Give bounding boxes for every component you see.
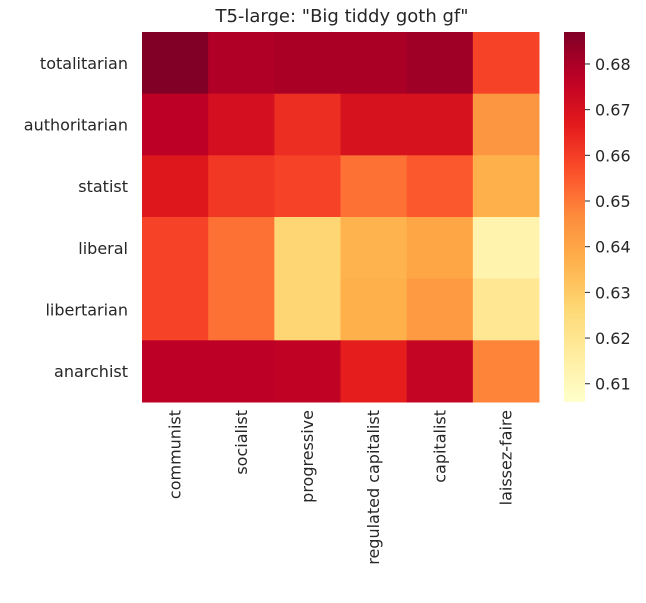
heatmap-cell [340, 32, 408, 95]
heatmap-cell [142, 217, 209, 280]
heatmap-cell [472, 155, 540, 218]
x-tick-label: laissez-faire [496, 410, 515, 505]
heatmap-cell [208, 93, 275, 156]
heatmap-cell [472, 32, 540, 95]
x-tick-label: socialist [232, 410, 251, 475]
colorbar-tick-label: 0.64 [595, 238, 631, 257]
heatmap-cell [340, 93, 408, 156]
heatmap-cell [406, 32, 474, 95]
x-tick-label: regulated capitalist [364, 410, 383, 565]
colorbar-tick-label: 0.62 [595, 329, 631, 348]
heatmap-cell [472, 93, 540, 156]
heatmap-cell [142, 93, 209, 156]
heatmap-cell [142, 32, 209, 95]
heatmap-cell [274, 217, 341, 280]
colorbar-tick-label: 0.63 [595, 283, 631, 302]
heatmap-cell [472, 217, 540, 280]
heatmap-cell [274, 155, 341, 218]
heatmap-cell [208, 278, 275, 341]
heatmap-cell [274, 32, 341, 95]
y-tick-label: statist [78, 177, 128, 196]
x-tick-label: capitalist [430, 410, 449, 483]
heatmap-cell [208, 32, 275, 95]
heatmap-cell [274, 93, 341, 156]
heatmap-cell [208, 340, 275, 403]
heatmap-cell [208, 217, 275, 280]
heatmap-cell [340, 278, 408, 341]
colorbar-gradient [564, 32, 585, 402]
heatmap-cell [472, 340, 540, 403]
heatmap-cell [472, 278, 540, 341]
heatmap-cells [142, 32, 540, 403]
heatmap-cell [142, 340, 209, 403]
heatmap-cell [274, 278, 341, 341]
heatmap-cell [406, 93, 474, 156]
chart-title: T5-large: "Big tiddy goth gf" [214, 6, 468, 27]
y-tick-label: libertarian [45, 301, 128, 320]
heatmap-cell [406, 217, 474, 280]
heatmap-cell [208, 155, 275, 218]
x-tick-label: progressive [298, 410, 317, 503]
y-tick-labels: totalitarian authoritarian statist liberal l… [24, 54, 128, 381]
heatmap-cell [142, 278, 209, 341]
heatmap-cell [406, 155, 474, 218]
heatmap-cell [142, 155, 209, 218]
heatmap-cell [406, 340, 474, 403]
y-tick-label: totalitarian [40, 54, 128, 73]
x-tick-labels: communist socialist progressive regulated c… [166, 410, 516, 565]
colorbar-tick-label: 0.67 [595, 101, 631, 120]
colorbar-tick-label: 0.66 [595, 146, 631, 165]
y-tick-label: anarchist [54, 362, 128, 381]
heatmap-cell [406, 278, 474, 341]
heatmap-cell [274, 340, 341, 403]
colorbar-tick-label: 0.61 [595, 375, 631, 394]
colorbar: 0.61 0.62 0.63 0.64 0.65 0.66 0.67 0.68 [564, 32, 631, 402]
heatmap-cell [340, 155, 408, 218]
x-tick-label: communist [166, 410, 185, 499]
y-tick-label: liberal [78, 239, 128, 258]
heatmap-cell [340, 217, 408, 280]
y-tick-label: authoritarian [24, 116, 128, 135]
colorbar-tick-label: 0.68 [595, 55, 631, 74]
heatmap-cell [340, 340, 408, 403]
colorbar-tick-label: 0.65 [595, 192, 631, 211]
